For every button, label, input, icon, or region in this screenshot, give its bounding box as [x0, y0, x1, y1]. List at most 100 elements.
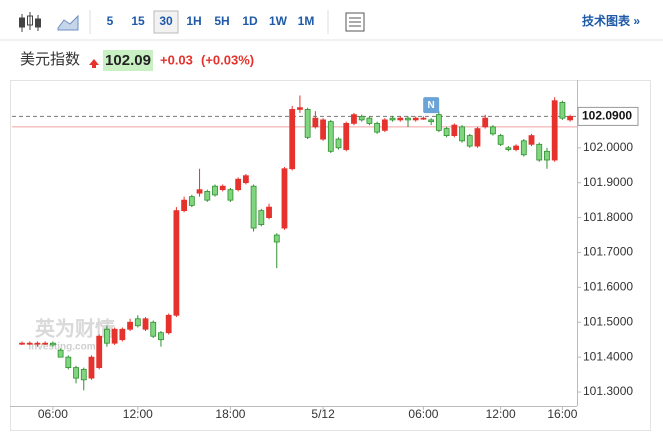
interval-button[interactable]: 1M — [298, 14, 315, 28]
chart-frame — [10, 80, 651, 431]
event-marker-label: N — [428, 100, 435, 111]
candle-body — [389, 117, 396, 121]
candle-body — [343, 122, 350, 150]
interval-button[interactable]: 1D — [242, 14, 258, 28]
candle-body — [165, 314, 172, 334]
candle-body — [150, 321, 157, 337]
change-pct: (+0.03%) — [201, 52, 254, 67]
candle-body — [397, 117, 404, 121]
candle-body — [320, 119, 326, 140]
change: +0.03 — [160, 52, 193, 67]
x-tick-label: 16:00 — [547, 407, 577, 421]
candle-body — [42, 342, 49, 345]
candle-body — [297, 107, 303, 110]
candle-body — [273, 234, 280, 243]
x-tick-label: 12:00 — [486, 407, 516, 421]
candle-body — [80, 368, 87, 381]
candle-body — [104, 328, 110, 344]
interval-button[interactable]: 5 — [107, 14, 114, 28]
y-tick-label: 102.0000 — [583, 140, 633, 154]
candle-body — [158, 332, 164, 341]
x-tick-label: 18:00 — [215, 407, 245, 421]
interval-button[interactable]: 1H — [186, 14, 201, 28]
y-tick-label: 101.9000 — [583, 175, 633, 189]
table-icon[interactable] — [345, 12, 365, 32]
candle-body — [544, 150, 550, 161]
candle-body — [428, 119, 435, 123]
candle-body — [73, 367, 79, 379]
interval-selected-box — [153, 10, 179, 34]
candle-body — [451, 124, 458, 136]
x-tick-label: 12:00 — [123, 407, 153, 421]
candle-body — [490, 126, 496, 135]
candle-body — [551, 100, 558, 161]
candle-body — [420, 117, 427, 120]
candle-body — [435, 114, 442, 131]
candle-body — [188, 196, 195, 206]
candle-body — [26, 342, 33, 345]
interval-button[interactable]: 5H — [214, 14, 229, 28]
candle-body — [266, 206, 272, 218]
candle-body — [49, 342, 56, 346]
y-tick-label: 101.7000 — [583, 245, 633, 259]
y-tick-label: 101.5000 — [583, 314, 633, 328]
candle-body — [505, 147, 512, 150]
event-marker[interactable] — [423, 97, 440, 114]
candle-body — [250, 185, 257, 229]
candle-body — [381, 119, 388, 131]
candle-body — [474, 128, 481, 147]
up-arrow — [89, 59, 99, 68]
candle-body — [351, 114, 357, 124]
candle-body — [374, 122, 381, 133]
interval-button[interactable]: 15 — [131, 14, 145, 28]
candle-body — [111, 328, 118, 344]
candle-body — [559, 102, 566, 119]
candle-body — [127, 321, 133, 330]
interval-button[interactable]: 1W — [269, 14, 288, 28]
candle-body — [304, 109, 311, 138]
interval-button[interactable]: 30 — [159, 14, 173, 28]
y-tick-label: 101.8000 — [583, 210, 633, 224]
candle-body — [235, 178, 242, 191]
candle-body — [88, 356, 95, 379]
candle-body — [227, 189, 234, 201]
candle-body — [281, 168, 288, 229]
y-tick-label: 101.3000 — [583, 384, 633, 398]
last-price-label: 102.0900 — [582, 109, 632, 123]
candle-body — [466, 135, 473, 147]
x-tick-label: 06:00 — [408, 407, 438, 421]
candle-body — [366, 117, 373, 124]
candle-body — [204, 191, 211, 201]
candle-body — [335, 138, 342, 149]
candle-body — [19, 342, 25, 345]
candle-body — [34, 342, 41, 345]
area-icon[interactable] — [57, 14, 79, 31]
candle-body — [219, 185, 226, 191]
instrument-name: 美元指数 — [20, 51, 80, 68]
price: 102.09 — [105, 52, 151, 69]
y-tick-label: 101.6000 — [583, 280, 633, 294]
candle-body — [443, 128, 450, 136]
candle-body — [327, 121, 334, 152]
candle-body — [358, 116, 365, 121]
candle-body — [513, 145, 519, 150]
candle-body — [57, 349, 64, 358]
candle-body — [65, 356, 72, 369]
last-price-box — [577, 106, 639, 126]
x-tick-label: 06:00 — [38, 407, 68, 421]
price-box — [103, 50, 153, 71]
candle-body — [181, 199, 188, 212]
candle-body — [567, 116, 574, 121]
candle-icon[interactable] — [19, 12, 41, 32]
candle-body — [173, 210, 180, 316]
candle-body — [497, 135, 504, 145]
candle-body — [482, 117, 489, 128]
candle-body — [459, 126, 465, 142]
candle-body — [312, 117, 319, 128]
tech-chart-link[interactable]: 技术图表 » — [582, 13, 640, 28]
candle-body — [412, 117, 419, 121]
candle-body — [242, 175, 249, 184]
candle-body — [528, 135, 535, 145]
